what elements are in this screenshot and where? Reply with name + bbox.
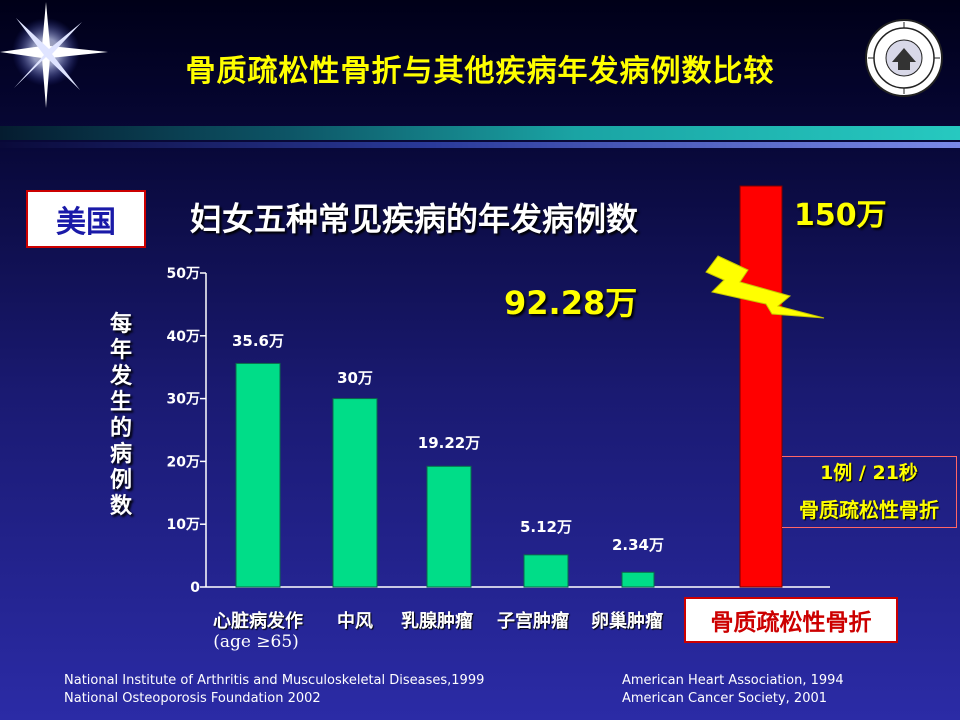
bar-value-label: 5.12万: [520, 518, 572, 536]
total-label: 92.28万: [504, 284, 638, 322]
rate-callout-box: [782, 456, 957, 528]
y-tick-label: 10万: [167, 517, 200, 533]
y-tick-label: 50万: [167, 266, 200, 282]
x-category-label: 心脏病发作: [213, 611, 303, 632]
bar-4: [621, 571, 655, 588]
rate-callout-line1: 1例 / 21秒: [820, 462, 918, 484]
bar-3: [523, 554, 569, 588]
university-seal-logo: [865, 19, 943, 97]
country-label: 美国: [26, 190, 146, 248]
header-band-blue: [0, 142, 960, 148]
bar-value-label: 19.22万: [418, 434, 480, 452]
source-right: American Heart Association, 1994 America…: [622, 672, 844, 708]
y-tick-label: 20万: [167, 454, 200, 470]
x-category-label: 中风: [337, 611, 373, 632]
header-band-teal: [0, 126, 960, 140]
bar-value-label: 30万: [337, 369, 373, 387]
x-category-label: 乳腺肿瘤: [401, 611, 473, 632]
bar-2: [426, 465, 472, 588]
x-category-label: 子宫肿瘤: [497, 611, 569, 632]
source-right-line1: American Heart Association, 1994: [622, 673, 844, 688]
bar-value-label: 35.6万: [232, 332, 284, 350]
source-left-line2: National Osteoporosis Foundation 2002: [64, 691, 321, 706]
source-right-line2: American Cancer Society, 2001: [622, 691, 828, 706]
y-tick-label: 40万: [167, 329, 200, 345]
y-tick-label: 30万: [167, 392, 200, 408]
source-left-line1: National Institute of Arthritis and Musc…: [64, 673, 485, 688]
osteo-value-label: 150万: [794, 198, 887, 233]
source-left: National Institute of Arthritis and Musc…: [64, 672, 484, 708]
star-burst-icon: [0, 2, 108, 108]
x-category-label: 卵巢肿瘤: [591, 611, 663, 632]
chart-subtitle: 妇女五种常见疾病的年发病例数: [190, 200, 639, 238]
osteo-category-box: 骨质疏松性骨折: [684, 597, 898, 643]
x-category-sublabel: (age ≥65): [213, 632, 299, 652]
rate-callout-line2: 骨质疏松性骨折: [799, 498, 939, 522]
bar-osteoporotic-fracture: [739, 185, 783, 588]
bar-0: [235, 362, 281, 588]
slide-title: 骨质疏松性骨折与其他疾病年发病例数比较: [185, 54, 775, 89]
y-axis-label: 每 年 发 生 的 病 例 数: [109, 312, 132, 519]
bar-value-label: 2.34万: [612, 536, 664, 554]
lightning-arrow-icon: [705, 255, 825, 319]
bar-1: [332, 398, 378, 588]
y-tick-label: 0: [190, 580, 200, 596]
